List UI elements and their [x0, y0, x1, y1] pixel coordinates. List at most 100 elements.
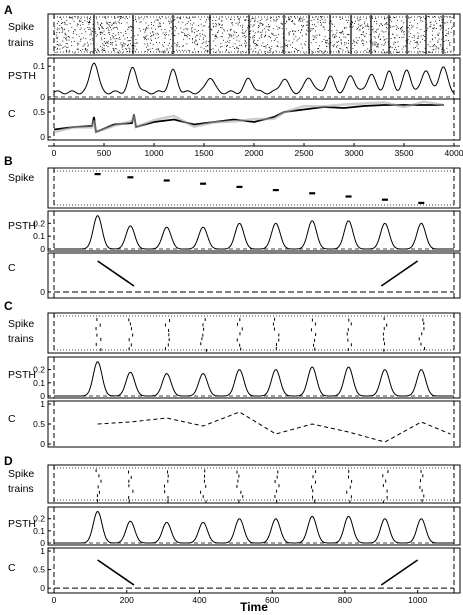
panel-a-xtick-label: 1500 [195, 148, 214, 158]
spike-dot [243, 34, 245, 36]
spike-tick [423, 322, 425, 326]
spike-dot [409, 17, 411, 19]
spike-dot [359, 28, 361, 30]
spike-tick [129, 322, 131, 326]
spike-dot [94, 31, 96, 33]
spike-dot [105, 44, 107, 46]
spike-dot [326, 46, 328, 47]
spike-dot [373, 49, 375, 51]
spike-dot [449, 45, 451, 47]
spike-dot [101, 47, 103, 49]
spike-dot [57, 27, 59, 29]
spike-dot [381, 30, 383, 32]
spike-dot [254, 47, 256, 49]
spike-dot [90, 32, 92, 34]
panel-a-xtick-label: 0 [52, 148, 57, 158]
spike-dot [167, 52, 169, 54]
spike-dot [245, 31, 247, 33]
spike-dot [424, 36, 426, 38]
spike-dot [289, 31, 291, 33]
spike-dot [67, 35, 69, 37]
spike-dot [107, 16, 109, 18]
spike-dot [328, 43, 330, 45]
spike-burst [272, 189, 279, 192]
spike-dot [258, 24, 260, 26]
spike-dot [378, 33, 380, 35]
spike-dot [385, 41, 386, 43]
spike-dot [431, 52, 433, 53]
spike-dot [441, 38, 443, 40]
spike-dot [265, 34, 267, 36]
spike-tick [278, 333, 280, 337]
spike-dot [203, 37, 205, 39]
spike-dot [102, 42, 104, 44]
spike-dot [262, 24, 264, 26]
spike-dot [240, 52, 242, 54]
spike-dot [162, 51, 164, 53]
spike-dot [332, 34, 334, 35]
panel-a-psth-ytick-label: 0.1 [33, 61, 45, 71]
panel-d-xtick-label: 400 [192, 595, 206, 605]
spike-dot [421, 51, 423, 53]
spike-dot [218, 23, 220, 25]
spike-dot [102, 49, 104, 51]
spike-dot [176, 17, 178, 19]
spike-tick [204, 469, 206, 473]
spike-dot [126, 48, 128, 50]
spike-dot [338, 51, 340, 53]
spike-tick [384, 342, 386, 346]
spike-dot [265, 35, 266, 36]
spike-dot [106, 42, 108, 44]
spike-dot [340, 19, 342, 20]
spike-dot [118, 16, 120, 18]
spike-tick [98, 490, 100, 494]
spike-dot [416, 41, 418, 42]
spike-dot [257, 31, 259, 33]
spike-dot [119, 37, 121, 39]
spike-dot [151, 35, 152, 37]
spike-dot [375, 42, 377, 44]
spike-tick [347, 338, 349, 342]
spike-tick [167, 499, 169, 503]
spike-dot [166, 49, 168, 51]
spike-dot [76, 25, 78, 27]
spike-dot [168, 43, 170, 45]
spike-dot [110, 26, 111, 28]
spike-dot [258, 37, 260, 39]
spike-dot [84, 43, 86, 45]
label-b-c: C [8, 262, 16, 274]
spike-dot [328, 38, 330, 39]
spike-dot [139, 21, 141, 23]
spike-dot [378, 35, 380, 37]
spike-dot [220, 36, 222, 37]
spike-dot [393, 41, 395, 43]
spike-dot [80, 49, 82, 51]
spike-dot [236, 47, 238, 49]
spike-dot [114, 17, 116, 19]
spike-dot [440, 43, 442, 45]
spike-dot [205, 35, 206, 37]
spike-dot [112, 28, 114, 30]
spike-dot [396, 52, 398, 54]
spike-dot [416, 42, 418, 44]
panel-a-xtick-label: 2500 [295, 148, 314, 158]
spike-dot [62, 40, 64, 42]
spike-dot [323, 26, 325, 28]
spike-dot [260, 36, 262, 38]
spike-dot [157, 48, 159, 50]
spike-dot [145, 22, 147, 24]
spike-dot [338, 50, 339, 52]
spike-dot [211, 29, 213, 31]
spike-dot [443, 40, 445, 42]
spike-burst [381, 198, 388, 201]
spike-dot [116, 38, 118, 40]
spike-dot [87, 49, 89, 51]
spike-dot [256, 44, 257, 45]
spike-dot [215, 25, 217, 27]
spike-dot [389, 46, 391, 48]
panel-b-arrow-0 [97, 260, 135, 287]
panel-b-psth-ytick-label: 0.2 [33, 218, 45, 228]
spike-dot [226, 46, 228, 48]
spike-dot [245, 19, 247, 20]
spike-dot [100, 31, 102, 33]
